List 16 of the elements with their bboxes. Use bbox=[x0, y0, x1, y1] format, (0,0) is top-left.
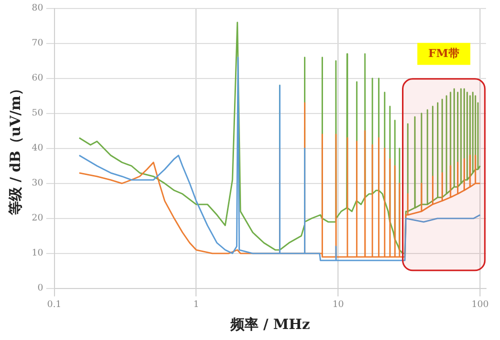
y-tick-label: 60 bbox=[32, 74, 44, 84]
y-tick-label: 30 bbox=[32, 178, 44, 189]
y-tick-label: 50 bbox=[32, 108, 44, 119]
y-tick-label: 0 bbox=[38, 284, 44, 294]
y-tick-label: 10 bbox=[32, 248, 44, 259]
y-tick-label: 20 bbox=[32, 214, 44, 224]
y-tick-label: 70 bbox=[32, 38, 44, 49]
x-tick-label: 10 bbox=[332, 300, 344, 310]
x-tick-label: 100 bbox=[472, 300, 489, 310]
x-tick-label: 1 bbox=[193, 300, 200, 310]
y-tick-label: 80 bbox=[32, 4, 44, 14]
y-tick-label: 40 bbox=[32, 144, 44, 154]
x-axis-title: 频率 / MHz bbox=[229, 316, 310, 334]
x-tick-label: 0.1 bbox=[47, 300, 62, 310]
band-label: FM带 bbox=[428, 46, 460, 60]
y-axis-title: 等级 / dB（uV/m） bbox=[8, 82, 24, 216]
